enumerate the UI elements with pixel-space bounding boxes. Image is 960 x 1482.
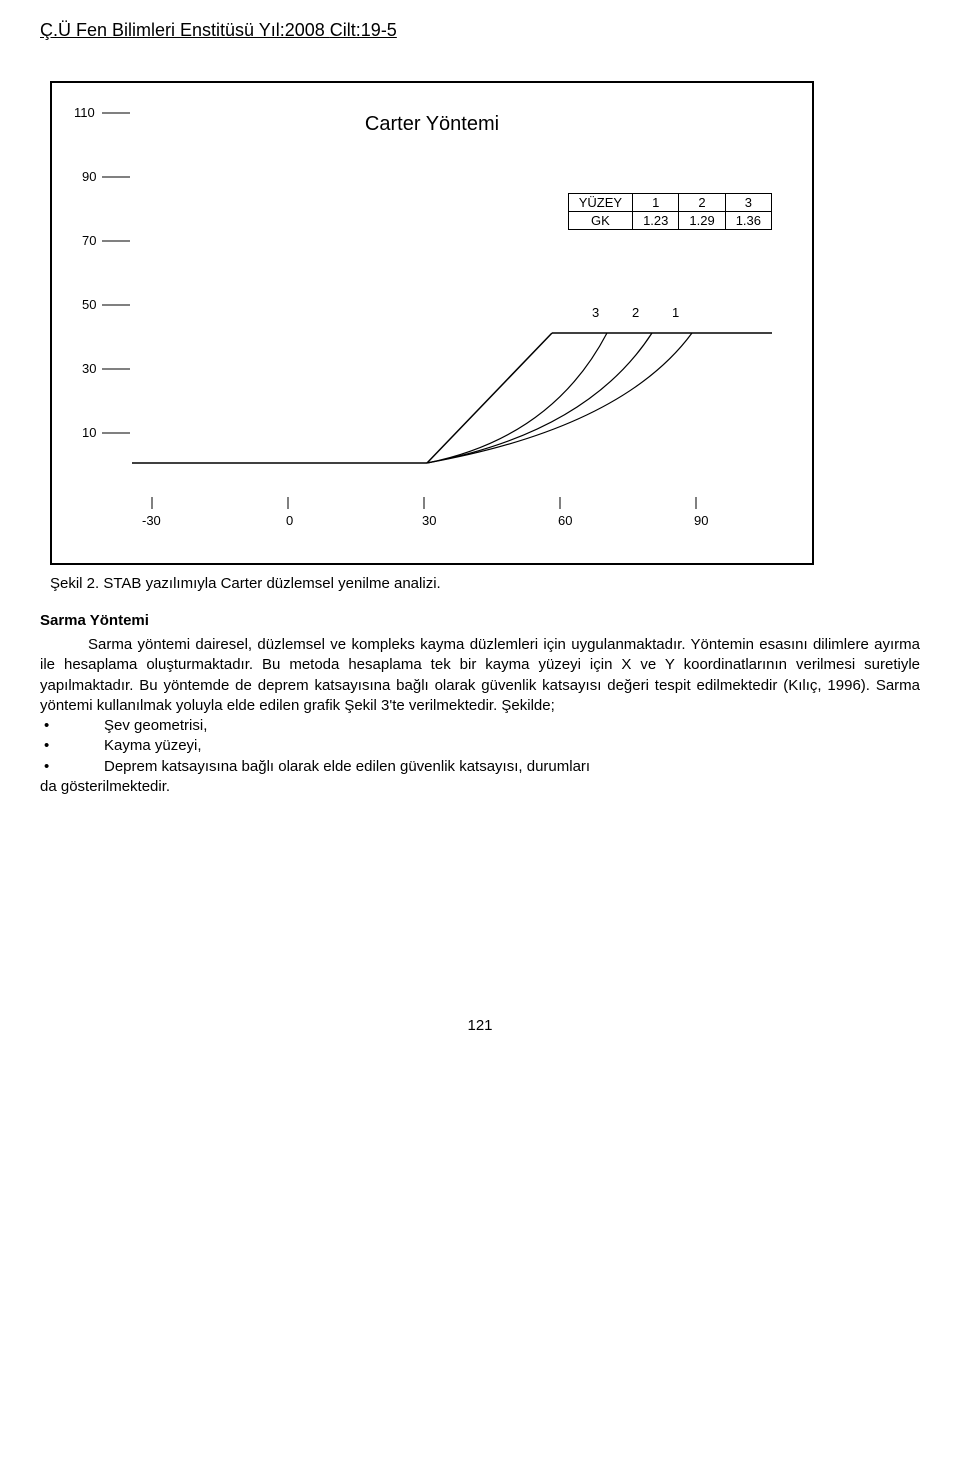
page-header: Ç.Ü Fen Bilimleri Enstitüsü Yıl:2008 Cil… [40,20,920,41]
legend-table: YÜZEY 1 2 3 GK 1.23 1.29 1.36 [568,193,772,230]
bullet-3: Deprem katsayısına bağlı olarak elde edi… [40,757,920,777]
legend-header-row: YÜZEY 1 2 3 [568,194,771,212]
legend-r3: 1.36 [725,212,771,230]
legend-h2: 2 [679,194,725,212]
bullet-1: Şev geometrisi, [40,716,920,736]
legend-h3: 3 [725,194,771,212]
bullet-list: Şev geometrisi, Kayma yüzeyi, Deprem kat… [40,716,920,777]
chart-svg [52,83,812,563]
paragraph: Sarma yöntemi dairesel, düzlemsel ve kom… [40,635,920,716]
tail-line: da gösterilmektedir. [40,777,920,797]
legend-h1: 1 [633,194,679,212]
legend-h0: YÜZEY [568,194,632,212]
section-heading: Sarma Yöntemi [40,612,920,629]
bullet-2: Kayma yüzeyi, [40,736,920,756]
legend-r1: 1.23 [633,212,679,230]
header-prefix: Ç.Ü Fen Bilimleri Enstitüsü Yıl:2008 [40,20,330,40]
header-suffix: Cilt:19-5 [330,20,397,40]
figure-caption: Şekil 2. STAB yazılımıyla Carter düzlems… [50,575,920,592]
legend-data-row: GK 1.23 1.29 1.36 [568,212,771,230]
legend-r2: 1.29 [679,212,725,230]
legend-r0: GK [568,212,632,230]
carter-chart-box: Carter Yöntemi 110 90 70 50 30 10 -30 0 … [50,81,814,565]
page-number: 121 [40,1017,920,1034]
